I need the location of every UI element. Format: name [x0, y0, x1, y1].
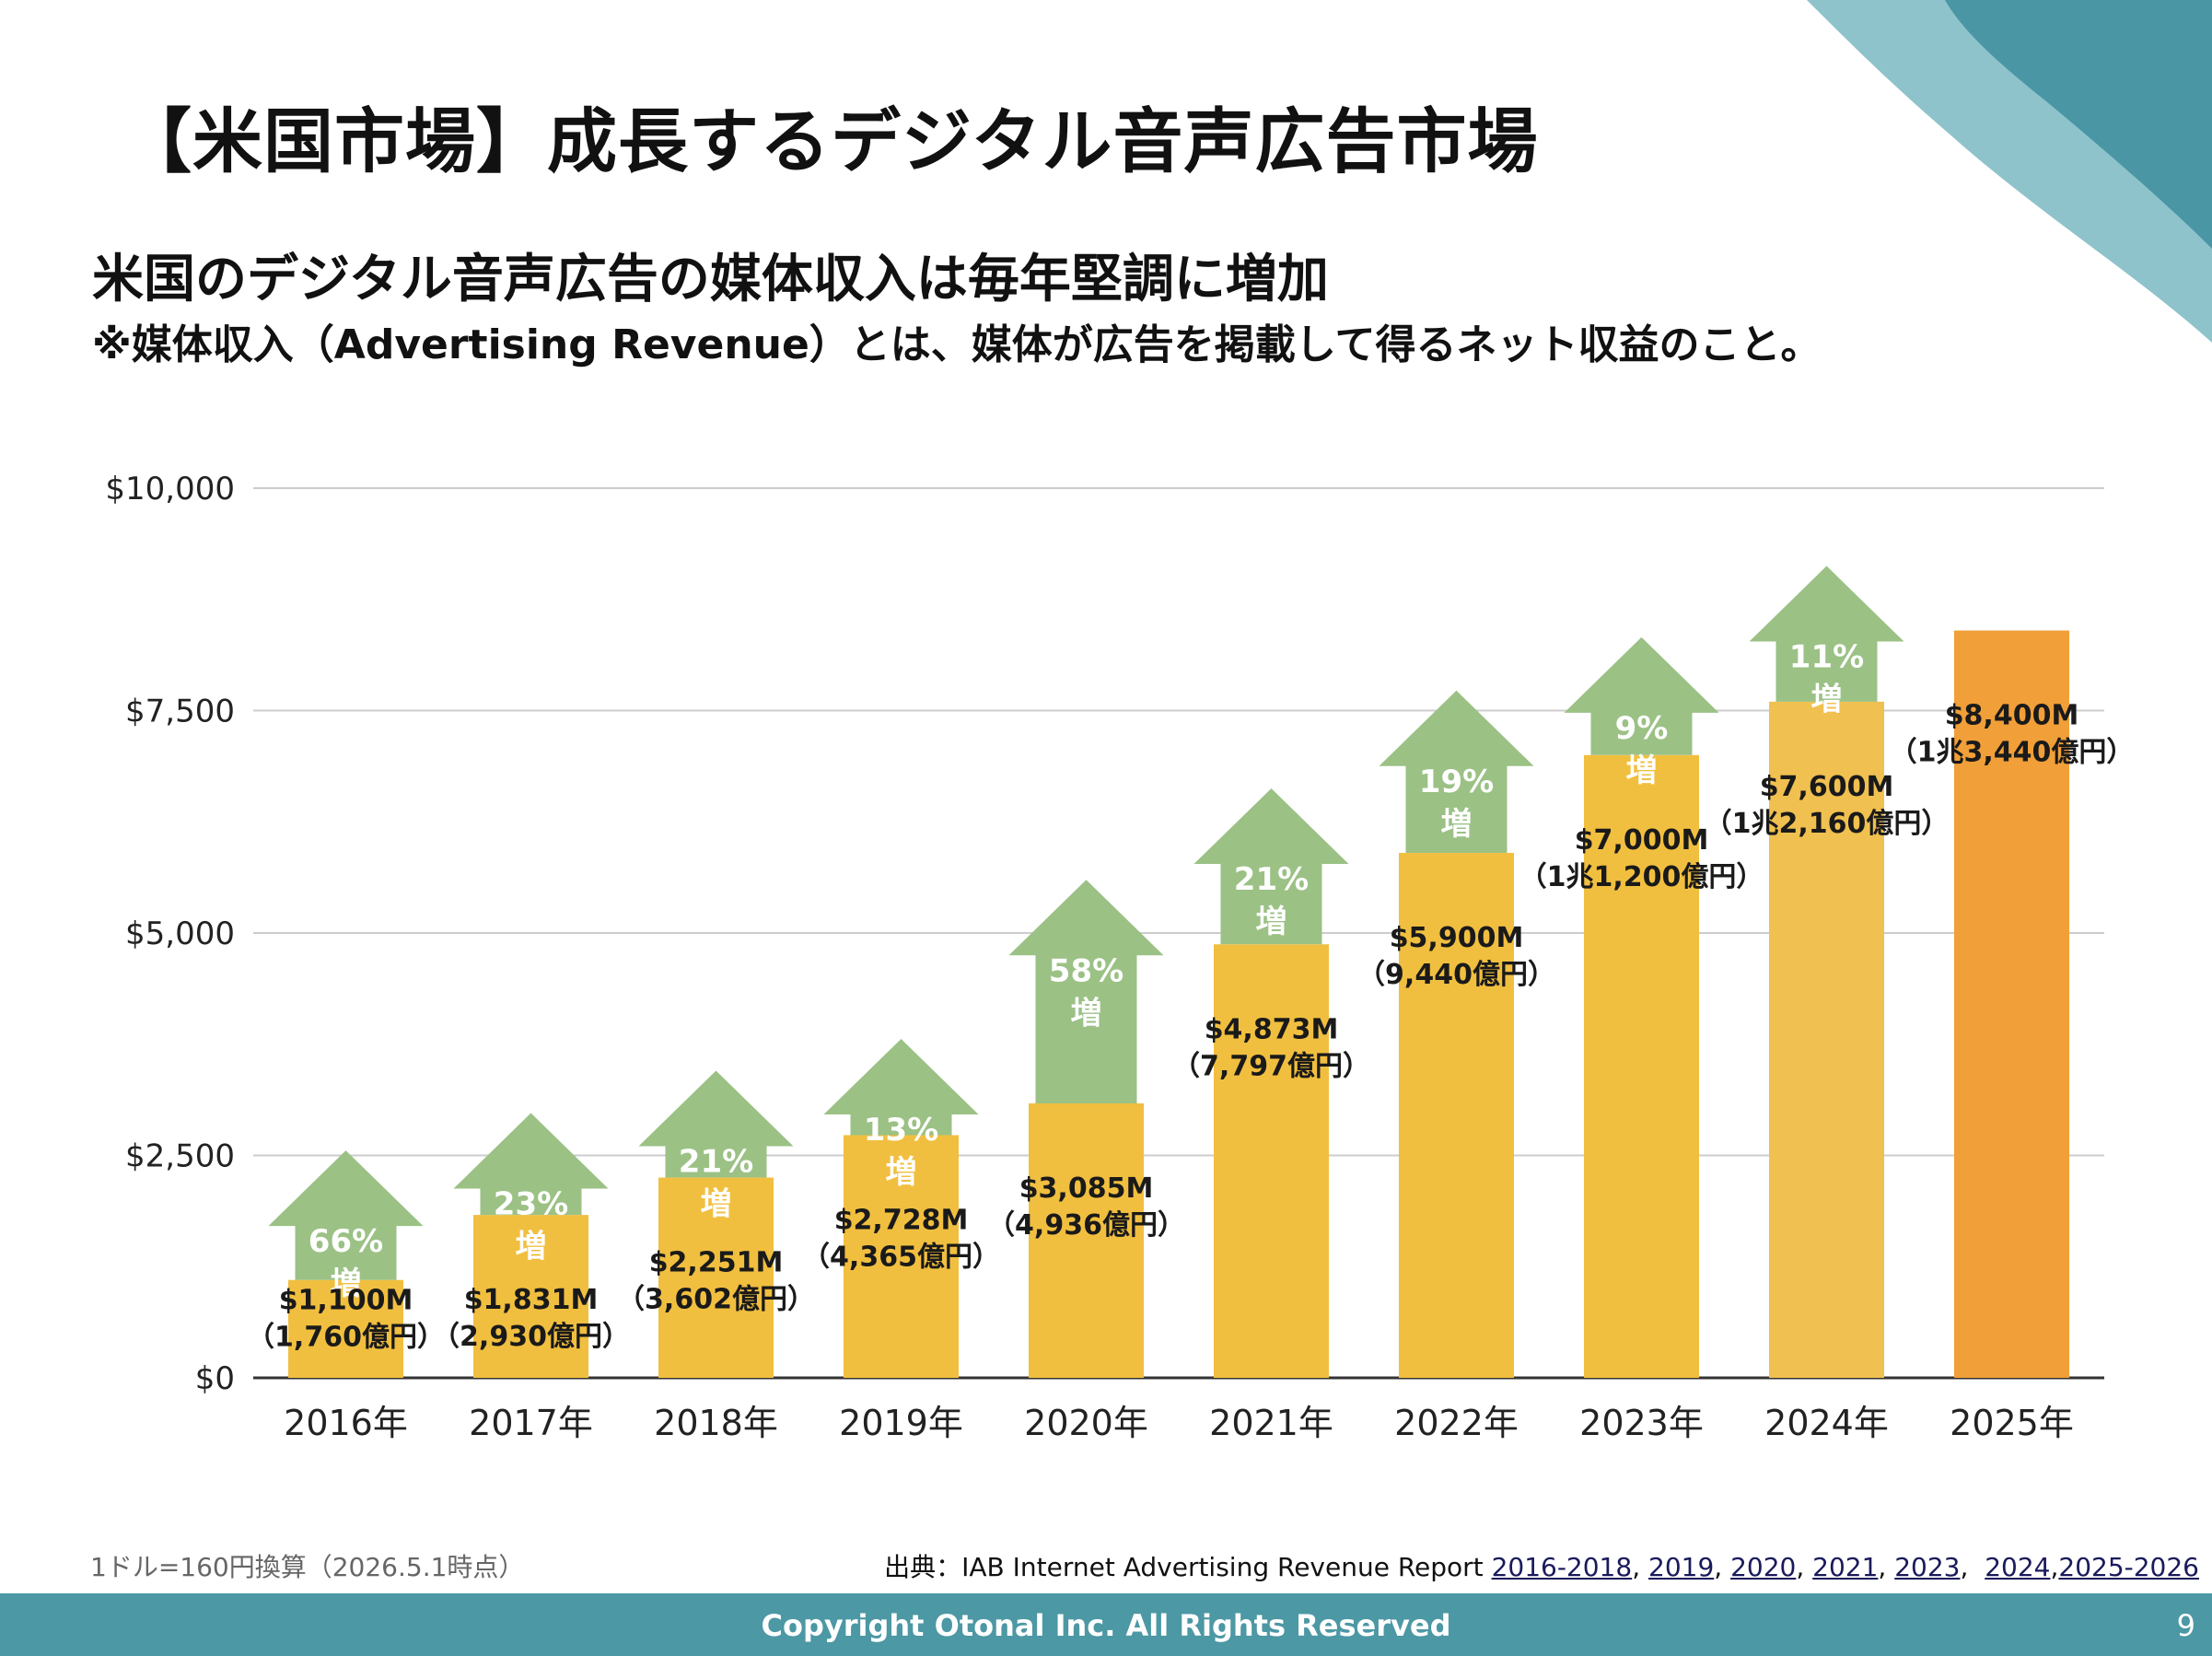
growth-percent-label: 21% — [679, 1143, 753, 1180]
growth-arrow — [638, 1070, 794, 1178]
growth-percent-label: 9% — [1615, 710, 1669, 747]
page-number: 9 — [2176, 1608, 2195, 1643]
growth-percent-label: 19% — [1419, 764, 1494, 800]
growth-percent-label: 21% — [1234, 861, 1309, 898]
source-link-2021[interactable]: 2021 — [1812, 1552, 1879, 1582]
growth-percent-label: 23% — [494, 1186, 568, 1223]
bar — [844, 1135, 959, 1378]
x-tick-label: 2017年 — [469, 1403, 593, 1443]
decorative-wave — [1807, 0, 2212, 343]
x-tick-label: 2020年 — [1024, 1403, 1148, 1443]
source-link-2016-2018[interactable]: 2016-2018 — [1491, 1552, 1633, 1582]
source-link-2025-2026[interactable]: 2025-2026 — [2058, 1552, 2199, 1582]
x-tick-label: 2023年 — [1579, 1403, 1704, 1443]
x-tick-label: 2021年 — [1209, 1403, 1333, 1443]
y-tick-label: $5,000 — [125, 915, 235, 952]
bar-yen-label: （7,797億円） — [1172, 1050, 1370, 1082]
bar — [1584, 754, 1699, 1378]
growth-percent-label: 13% — [864, 1112, 938, 1149]
growth-suffix-label: 増 — [1256, 904, 1287, 940]
copyright-text: Copyright Otonal Inc. All Rights Reserve… — [761, 1608, 1451, 1643]
bar — [658, 1177, 774, 1378]
bar — [1769, 701, 1884, 1378]
bar-value-label: $2,251M — [649, 1247, 784, 1279]
x-tick-label: 2019年 — [839, 1403, 963, 1443]
growth-percent-label: 58% — [1049, 952, 1123, 989]
growth-suffix-label: 増 — [516, 1229, 547, 1265]
y-tick-label: $2,500 — [125, 1138, 235, 1175]
source-link-2024[interactable]: 2024 — [1985, 1552, 2051, 1582]
x-tick-label: 2018年 — [654, 1403, 778, 1443]
growth-suffix-label: 増 — [331, 1265, 362, 1302]
bar-yen-label: （4,365億円） — [802, 1241, 1000, 1273]
bar — [473, 1215, 588, 1378]
x-tick-label: 2016年 — [284, 1403, 408, 1443]
growth-suffix-label: 増 — [701, 1185, 732, 1222]
bar-value-label: $5,900M — [1390, 922, 1524, 954]
x-tick-label: 2024年 — [1764, 1403, 1889, 1443]
bar-yen-label: （1兆2,160億円） — [1705, 808, 1950, 840]
bar-value-label: $7,600M — [1760, 771, 1894, 803]
growth-suffix-label: 増 — [886, 1154, 917, 1191]
growth-arrow — [268, 1150, 424, 1280]
growth-suffix-label: 増 — [1071, 995, 1102, 1032]
x-tick-label: 2025年 — [1950, 1403, 2074, 1443]
growth-suffix-label: 増 — [1441, 806, 1473, 843]
source-link-2020[interactable]: 2020 — [1730, 1552, 1797, 1582]
bar-value-label: $2,728M — [834, 1204, 969, 1236]
y-tick-label: $0 — [195, 1360, 235, 1397]
growth-arrow — [1379, 690, 1534, 854]
growth-percent-label: 66% — [309, 1223, 383, 1260]
bar — [1214, 944, 1329, 1378]
bar — [1399, 853, 1514, 1378]
growth-suffix-label: 増 — [1626, 752, 1658, 789]
bar-yen-label: （3,602億円） — [617, 1284, 815, 1316]
x-tick-label: 2022年 — [1394, 1403, 1519, 1443]
bar-yen-label: （2,930億円） — [432, 1321, 630, 1353]
footer-bar: Copyright Otonal Inc. All Rights Reserve… — [0, 1593, 2212, 1656]
definition-note: ※媒体収入（Advertising Revenue）とは、媒体が広告を掲載して得… — [92, 321, 1822, 368]
exchange-rate-note: 1ドル=160円換算（2026.5.1時点） — [90, 1552, 525, 1582]
growth-suffix-label: 増 — [1811, 682, 1843, 718]
bar-value-label: $8,400M — [1945, 700, 2079, 732]
revenue-bar-chart: $0 $2,500 $5,000 $7,500 $10,000 66% 増 23% 増 21% 増… — [105, 471, 2135, 1443]
source-link-2019[interactable]: 2019 — [1648, 1552, 1715, 1582]
growth-percent-label: 11% — [1789, 639, 1864, 676]
bar-yen-label: （9,440億円） — [1357, 959, 1555, 991]
bar-value-label: $1,100M — [279, 1285, 413, 1317]
y-tick-label: $10,000 — [105, 471, 235, 507]
bar-yen-label: （1兆1,200億円） — [1519, 861, 1764, 893]
bar-value-label: $4,873M — [1205, 1013, 1339, 1045]
growth-arrow — [1008, 880, 1164, 1103]
growth-arrow — [1749, 566, 1904, 702]
growth-arrow — [823, 1038, 979, 1136]
bar-yen-label: （1,760億円） — [247, 1322, 445, 1354]
page-title: 【米国市場】成長するデジタル音声広告市場 — [122, 100, 1539, 182]
source-link-2023[interactable]: 2023 — [1894, 1552, 1961, 1582]
bar — [1029, 1102, 1144, 1378]
bar-yen-label: （4,936億円） — [987, 1209, 1185, 1242]
bar-value-label: $7,000M — [1575, 824, 1709, 857]
bar-value-label: $1,831M — [464, 1284, 599, 1316]
page-subtitle: 米国のデジタル音声広告の媒体収入は毎年堅調に増加 — [92, 250, 1329, 309]
y-tick-label: $7,500 — [125, 694, 235, 730]
growth-arrow — [1564, 636, 1719, 755]
bar — [1954, 630, 2069, 1378]
bar — [288, 1279, 403, 1378]
growth-arrow — [1193, 788, 1349, 945]
source-prefix: 出典：IAB Internet Advertising Revenue Repo… — [884, 1552, 1492, 1582]
source-citation: 出典：IAB Internet Advertising Revenue Repo… — [884, 1552, 2199, 1582]
growth-arrow — [453, 1113, 609, 1216]
bar-value-label: $3,085M — [1019, 1172, 1154, 1205]
bar-yen-label: （1兆3,440億円） — [1890, 737, 2135, 769]
